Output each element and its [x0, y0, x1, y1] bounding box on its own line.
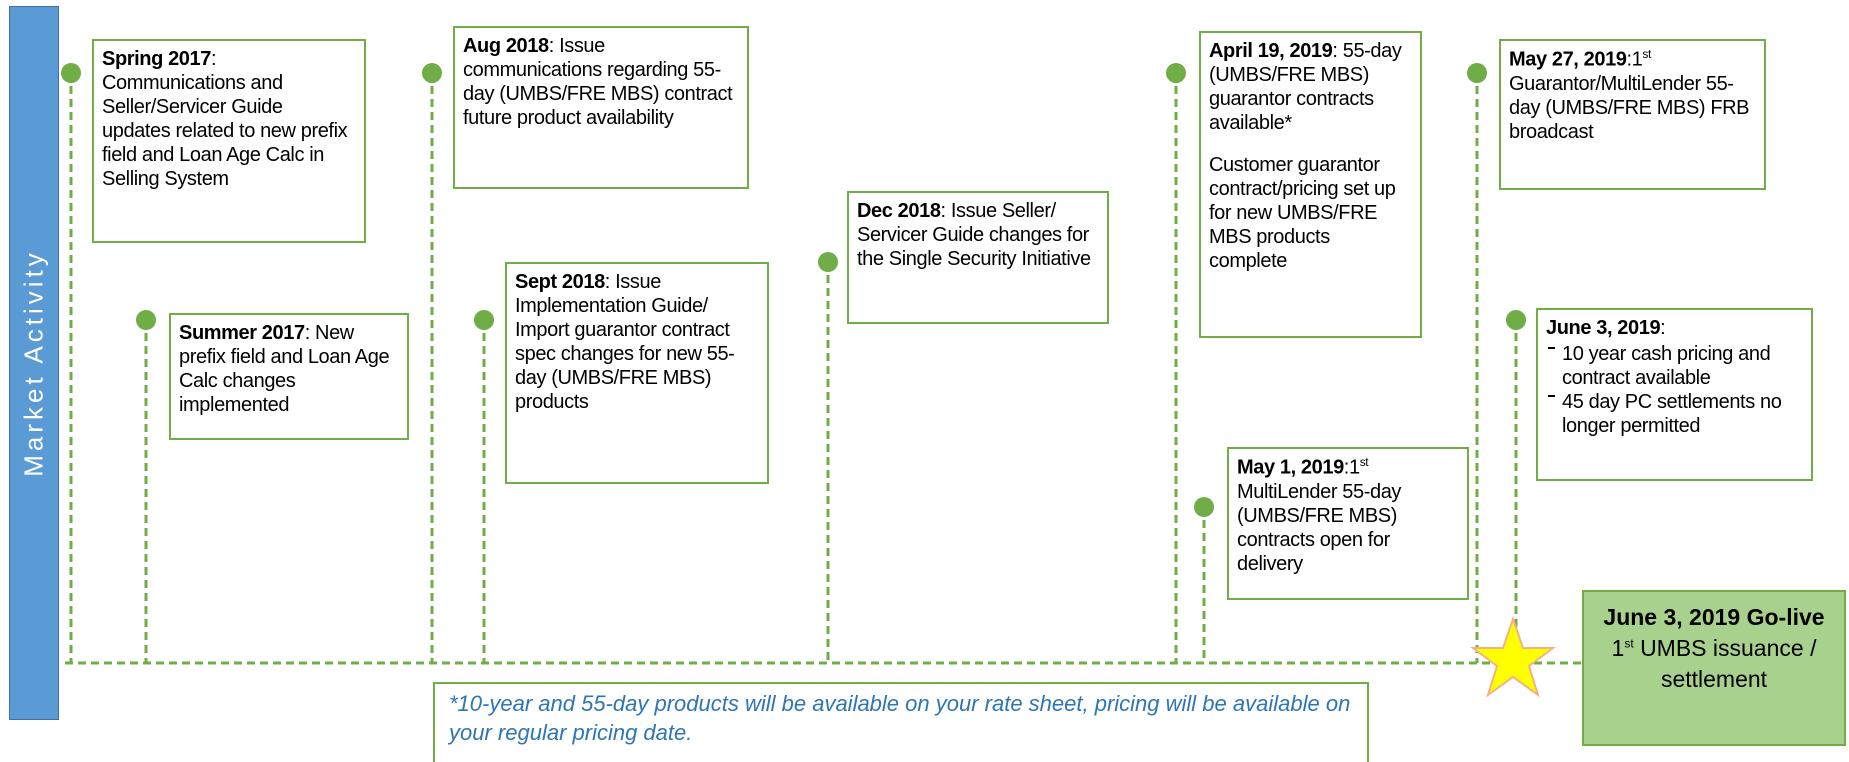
event-lead: :	[210, 48, 217, 70]
event-box: June 3, 2019: 10 year cash pricing and co…	[1536, 308, 1813, 481]
event-text: MultiLender 55-day (UMBS/FRE MBS) contra…	[1237, 480, 1402, 575]
event-head: May 1, 2019:1st MultiLender 55-day (UMBS…	[1237, 455, 1459, 576]
go-live-box: June 3, 2019 Go-live 1st UMBS issuance /…	[1582, 590, 1846, 746]
dot	[61, 63, 81, 83]
event-title: Sept 2018	[515, 271, 605, 293]
go-live-sup: st	[1624, 636, 1634, 651]
dot	[1467, 63, 1487, 83]
event-title: April 19, 2019	[1209, 40, 1333, 62]
event-head: April 19, 2019: 55-day (UMBS/FRE MBS) gu…	[1209, 39, 1412, 135]
event-head: Sept 2018: Issue Implementation Guide/ I…	[515, 270, 759, 414]
event-box: Aug 2018: Issue communications regarding…	[453, 26, 749, 189]
dot	[474, 310, 494, 330]
event-box: Spring 2017: Communications and Seller/S…	[92, 39, 366, 243]
event-sup: st	[1642, 47, 1651, 61]
go-live-lead: 1	[1611, 635, 1625, 662]
event-paragraph: Customer guarantor contract/pricing set …	[1209, 153, 1412, 273]
dot	[136, 310, 156, 330]
event-lead: :	[1332, 40, 1338, 62]
event-head: Summer 2017: New prefix field and Loan A…	[179, 321, 399, 417]
bullet-dash	[1548, 395, 1555, 397]
event-box: Sept 2018: Issue Implementation Guide/ I…	[505, 262, 769, 484]
go-live-text: 1st UMBS issuance / settlement	[1584, 633, 1844, 695]
bullet-dash	[1548, 347, 1555, 349]
side-label: Market Activity	[9, 6, 59, 720]
dot	[1194, 497, 1214, 517]
event-box: Summer 2017: New prefix field and Loan A…	[169, 313, 409, 440]
event-head: May 27, 2019:1st Guarantor/MultiLender 5…	[1509, 47, 1756, 144]
event-lead: :	[604, 271, 611, 293]
bullet-text: 10 year cash pricing and contract availa…	[1562, 343, 1771, 389]
event-box: May 1, 2019:1st MultiLender 55-day (UMBS…	[1227, 447, 1469, 600]
go-live-body: UMBS issuance / settlement	[1640, 635, 1817, 693]
event-box: May 27, 2019:1st Guarantor/MultiLender 5…	[1499, 39, 1766, 190]
event-title: May 1, 2019	[1237, 456, 1344, 479]
dot	[422, 63, 442, 83]
event-text: Guarantor/MultiLender 55-day (UMBS/FRE M…	[1509, 72, 1750, 143]
event-lead: :	[304, 322, 311, 344]
event-text: Communications and Seller/Servicer Guide…	[102, 72, 348, 190]
event-text: New prefix field and Loan Age Calc chang…	[179, 322, 390, 416]
event-box: April 19, 2019: 55-day (UMBS/FRE MBS) gu…	[1199, 31, 1422, 338]
event-head: June 3, 2019:	[1546, 316, 1803, 340]
event-text: Issue communications regarding 55-day (U…	[463, 35, 733, 129]
footnote: *10-year and 55-day products will be ava…	[433, 682, 1369, 762]
event-title: Aug 2018	[463, 35, 549, 57]
event-lead: :1	[1343, 456, 1360, 479]
event-box: Dec 2018: Issue Seller/ Servicer Guide c…	[847, 191, 1109, 324]
event-head: Spring 2017: Communications and Seller/S…	[102, 47, 356, 191]
event-title: June 3, 2019	[1546, 317, 1661, 339]
event-lead: :1	[1626, 48, 1643, 71]
bullet-text: 45 day PC settlements no longer permitte…	[1562, 391, 1782, 437]
star	[1470, 615, 1556, 698]
event-title: May 27, 2019	[1509, 48, 1627, 71]
event-title: Summer 2017	[179, 322, 305, 344]
event-lead: :	[1660, 317, 1666, 339]
event-title: Dec 2018	[857, 200, 941, 222]
dot	[1166, 63, 1186, 83]
dot	[1506, 310, 1526, 330]
bullet: 45 day PC settlements no longer permitte…	[1546, 390, 1803, 438]
event-head: Aug 2018: Issue communications regarding…	[463, 34, 739, 130]
go-live-title: June 3, 2019 Go-live	[1603, 604, 1825, 630]
bullet: 10 year cash pricing and contract availa…	[1546, 342, 1803, 390]
side-label-text: Market Activity	[18, 249, 49, 477]
event-sup: st	[1359, 455, 1369, 469]
event-lead: :	[940, 200, 947, 222]
event-text: Customer guarantor contract/pricing set …	[1209, 154, 1396, 272]
event-text: 55-day (UMBS/FRE MBS) guarantor contract…	[1209, 40, 1402, 134]
event-text: Issue Seller/ Servicer Guide changes for…	[857, 200, 1091, 270]
event-lead: :	[548, 35, 555, 57]
event-text: Issue Implementation Guide/ Import guara…	[515, 271, 735, 413]
event-head: Dec 2018: Issue Seller/ Servicer Guide c…	[857, 199, 1099, 271]
event-title: Spring 2017	[102, 48, 211, 70]
dot	[818, 252, 838, 272]
